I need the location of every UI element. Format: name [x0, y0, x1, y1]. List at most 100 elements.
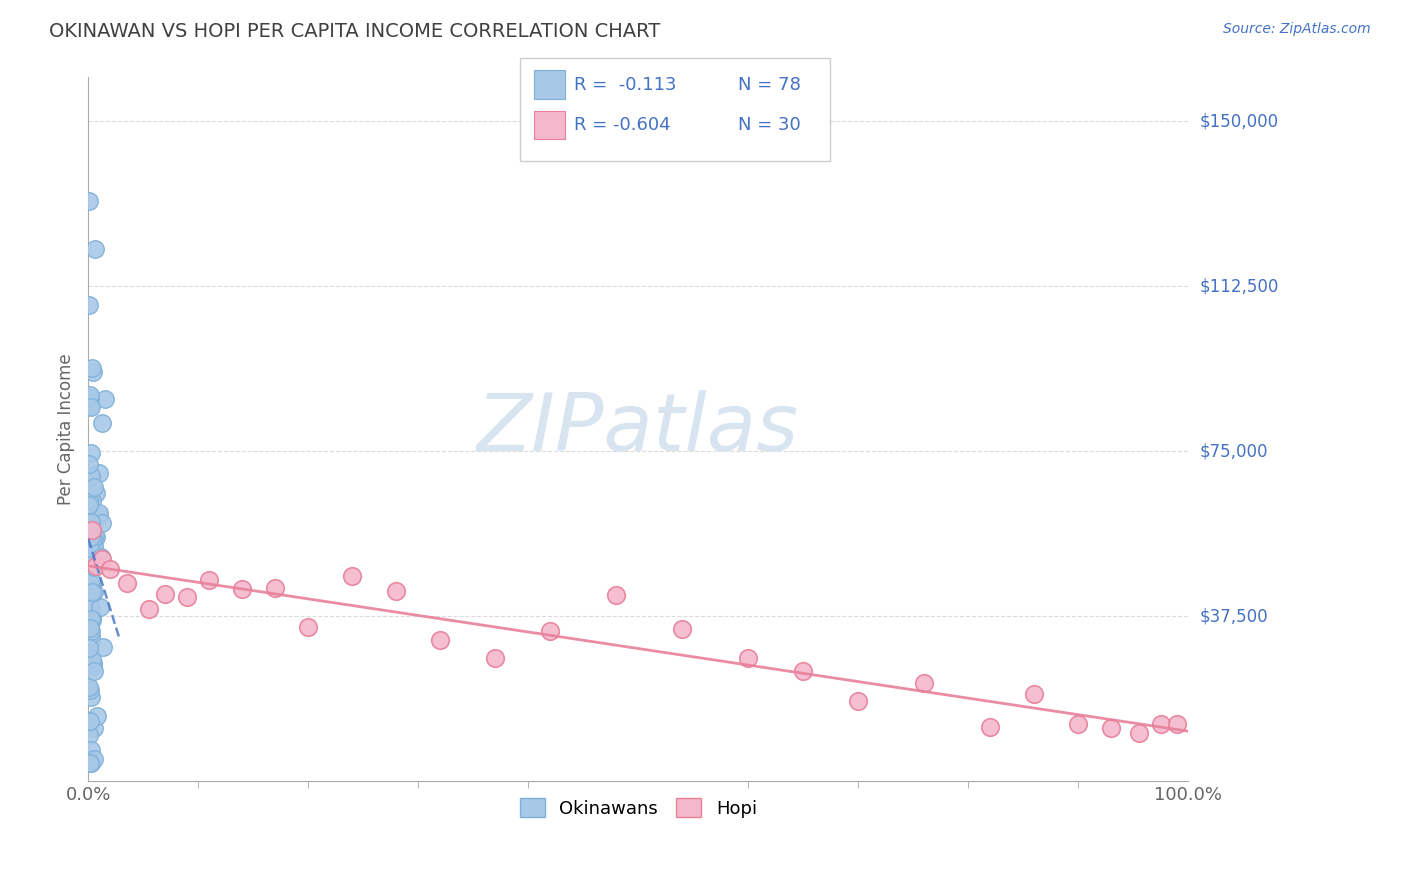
Point: [77, 680, 100, 694]
Point: [138, 601, 160, 615]
Point: [80, 530, 103, 544]
Point: [82, 659, 104, 673]
Text: $150,000: $150,000: [1199, 112, 1278, 130]
Point: [77, 399, 100, 413]
Point: [86, 709, 108, 723]
Point: [82, 365, 104, 379]
Point: [84, 485, 107, 500]
Point: [80, 624, 103, 639]
Point: [79, 682, 101, 697]
Point: [90, 551, 112, 566]
Point: [83, 480, 105, 494]
Legend: Okinawans, Hopi: Okinawans, Hopi: [512, 791, 763, 825]
Point: [89, 600, 111, 615]
Point: [1067, 716, 1090, 731]
Point: [79, 756, 101, 771]
Point: [80, 634, 103, 648]
Point: [94, 392, 117, 406]
Point: [82, 532, 104, 546]
Point: [80, 756, 103, 771]
Point: [77, 756, 100, 771]
Text: R = -0.604: R = -0.604: [574, 116, 671, 134]
Point: [77, 648, 100, 663]
Point: [79, 524, 101, 539]
Point: [80, 563, 103, 577]
Point: [80, 469, 103, 483]
Point: [83, 585, 105, 599]
Point: [80, 629, 103, 643]
Point: [80, 613, 103, 627]
Point: [83, 664, 105, 678]
Point: [82, 535, 104, 549]
Point: [80, 574, 103, 588]
Point: [198, 573, 221, 587]
Text: $37,500: $37,500: [1199, 607, 1268, 625]
Point: [86, 530, 108, 544]
Point: [82, 656, 104, 670]
Point: [77, 194, 100, 208]
Point: [79, 632, 101, 647]
Point: [83, 553, 105, 567]
Point: [77, 641, 100, 656]
Point: [737, 651, 759, 665]
Point: [80, 611, 103, 625]
Point: [82, 516, 104, 531]
Point: [79, 541, 101, 556]
Point: [84, 558, 107, 573]
Y-axis label: Per Capita Income: Per Capita Income: [58, 353, 75, 505]
Point: [79, 754, 101, 768]
Point: [79, 714, 101, 729]
Point: [1099, 721, 1122, 735]
Point: [82, 613, 104, 627]
Point: [429, 633, 451, 648]
Point: [115, 576, 138, 591]
Point: [87, 466, 110, 480]
Point: [80, 602, 103, 616]
Point: [84, 242, 107, 256]
Point: [342, 569, 364, 583]
Point: [80, 611, 103, 625]
Point: [1128, 725, 1150, 739]
Point: [1166, 716, 1188, 731]
Point: [912, 675, 935, 690]
Text: R =  -0.113: R = -0.113: [574, 76, 676, 94]
Point: [91, 516, 114, 530]
Text: Source: ZipAtlas.com: Source: ZipAtlas.com: [1223, 22, 1371, 37]
Point: [83, 560, 105, 574]
Point: [79, 557, 101, 571]
Point: [79, 495, 101, 509]
Point: [80, 446, 103, 460]
Point: [79, 391, 101, 405]
Point: [792, 664, 814, 678]
Point: [80, 515, 103, 529]
Text: ZIPatlas: ZIPatlas: [477, 390, 799, 468]
Point: [264, 581, 287, 595]
Point: [385, 583, 408, 598]
Point: [79, 646, 101, 660]
Text: OKINAWAN VS HOPI PER CAPITA INCOME CORRELATION CHART: OKINAWAN VS HOPI PER CAPITA INCOME CORRE…: [49, 22, 661, 41]
Point: [80, 493, 103, 508]
Point: [79, 298, 101, 312]
Point: [77, 498, 100, 512]
Point: [80, 582, 103, 597]
Point: [80, 690, 103, 704]
Point: [87, 507, 110, 521]
Point: [90, 550, 112, 565]
Text: N = 78: N = 78: [738, 76, 801, 94]
Point: [90, 417, 112, 431]
Text: $112,500: $112,500: [1199, 277, 1278, 295]
Point: [83, 528, 105, 542]
Point: [846, 694, 869, 708]
Point: [77, 492, 100, 507]
Point: [87, 508, 110, 523]
Point: [671, 623, 693, 637]
Point: [83, 752, 105, 766]
Point: [155, 586, 177, 600]
Point: [538, 624, 561, 638]
Point: [77, 458, 100, 472]
Point: [297, 620, 319, 634]
Point: [80, 524, 103, 538]
Point: [83, 722, 105, 736]
Point: [79, 388, 101, 402]
Point: [79, 621, 101, 635]
